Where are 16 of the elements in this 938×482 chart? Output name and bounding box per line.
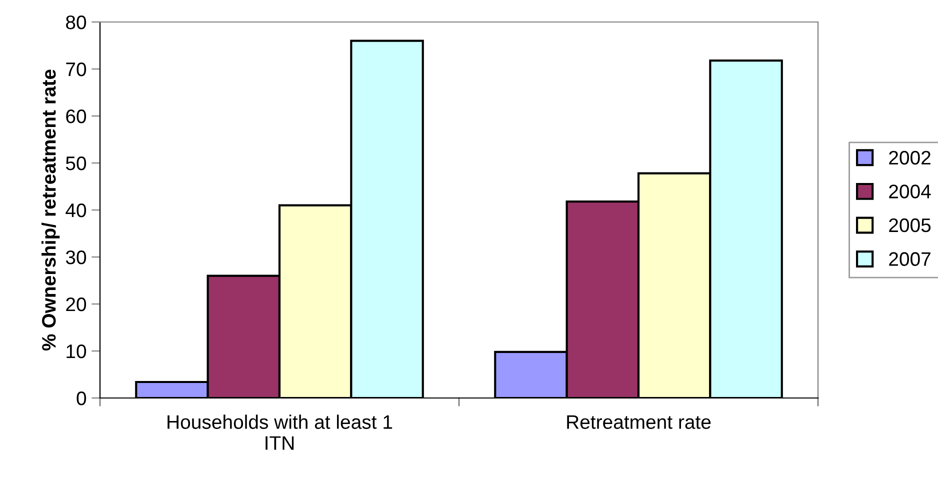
legend-label: 2002: [889, 150, 930, 165]
y-tick-label: 10: [66, 344, 86, 358]
legend-label: 2005: [889, 218, 931, 232]
y-tick-label: 80: [66, 15, 86, 30]
y-tick-label: 50: [66, 156, 86, 170]
y-axis-title: % Ownership/ retreatment rate: [42, 70, 60, 351]
y-tick-label: 20: [66, 297, 86, 312]
x-tick-label: Retreatment rate: [567, 415, 711, 429]
y-tick-label: 60: [66, 109, 86, 124]
x-tick-label: Households with at least 1 ITN: [168, 414, 392, 450]
y-tick-label: 30: [66, 250, 86, 264]
y-tick-label: 40: [66, 203, 86, 218]
y-tick-label: 70: [66, 62, 86, 76]
legend-label: 2004: [889, 184, 931, 198]
y-tick-label: 0: [76, 391, 86, 406]
legend-label: 2007: [889, 252, 930, 266]
